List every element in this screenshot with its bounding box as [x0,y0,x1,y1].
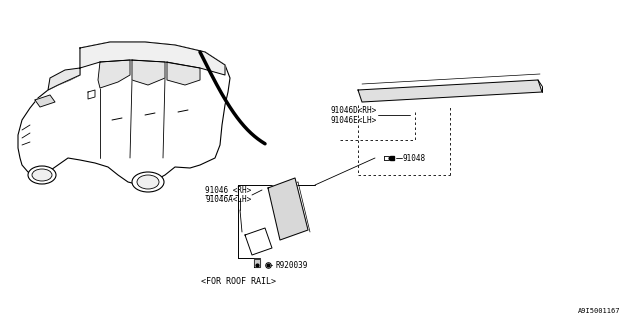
Text: A9I5001167: A9I5001167 [577,308,620,314]
Text: 91046E<LH>: 91046E<LH> [330,116,376,124]
Polygon shape [48,68,80,90]
Polygon shape [35,95,55,107]
Ellipse shape [28,166,56,184]
Polygon shape [254,259,260,267]
Text: 91046D<RH>: 91046D<RH> [330,106,376,115]
Polygon shape [98,60,130,88]
Polygon shape [18,42,230,185]
Ellipse shape [32,169,52,181]
Polygon shape [80,42,225,75]
Polygon shape [132,60,165,85]
Text: 91046A<LH>: 91046A<LH> [205,196,252,204]
Polygon shape [245,228,272,255]
Text: <FOR ROOF RAIL>: <FOR ROOF RAIL> [200,277,275,286]
Polygon shape [268,178,308,240]
Text: 91048: 91048 [402,154,425,163]
Ellipse shape [137,175,159,189]
Polygon shape [358,80,542,102]
Ellipse shape [132,172,164,192]
Text: 91046 <RH>: 91046 <RH> [205,186,252,195]
Polygon shape [167,62,200,85]
Text: R920039: R920039 [275,260,307,269]
